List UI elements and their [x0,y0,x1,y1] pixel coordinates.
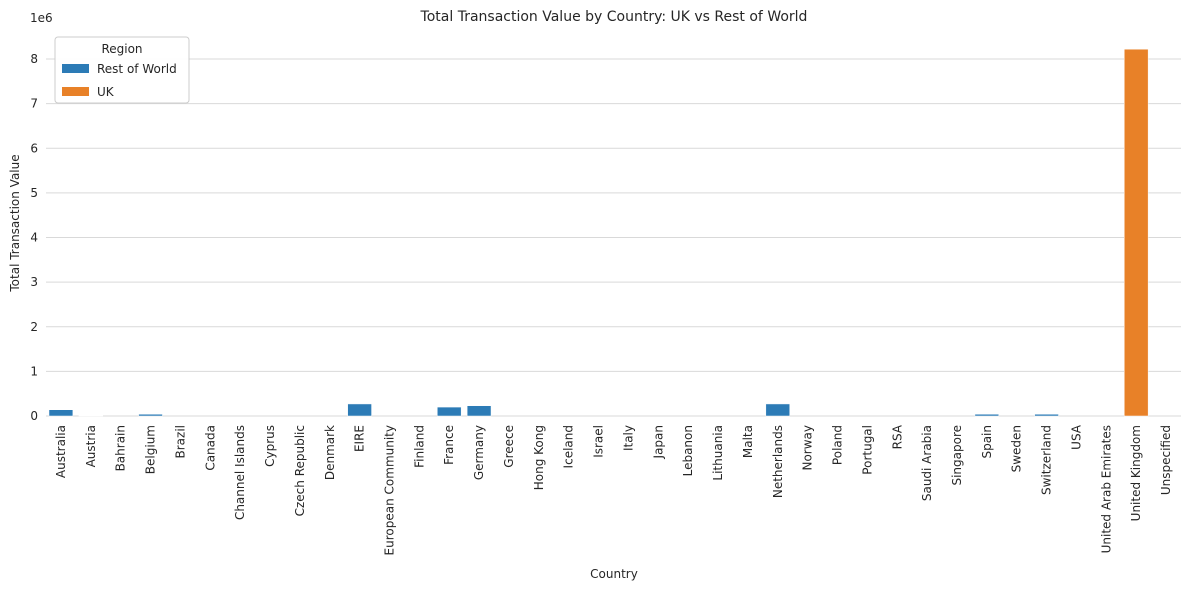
x-tick-label: Iceland [562,425,576,468]
y-tick-labels: 0 1 2 3 4 5 6 7 8 [30,52,38,423]
x-tick-label: Israel [592,425,606,458]
bar-australia [48,409,74,417]
bar-germany [466,405,492,417]
legend-swatch-rest-of-world [62,64,89,73]
bar-netherlands [765,403,790,417]
bar-united-kingdom [1124,48,1149,417]
x-tick-label: Lebanon [681,425,695,476]
x-tick-label: Germany [472,425,486,480]
x-tick-label: Italy [621,425,635,451]
x-tick-label: Netherlands [771,425,785,498]
x-tick-label: Singapore [950,425,964,486]
x-tick-label: Spain [980,425,994,459]
x-axis-title: Country [590,567,638,581]
bar-eire [347,403,372,417]
legend: Region Rest of World UK [54,36,190,104]
x-tick-label: Austria [84,425,98,467]
x-tick-label: Cyprus [263,425,277,467]
y-tick-label: 4 [30,231,38,245]
y-tick-label: 7 [30,97,38,111]
y-tick-label: 1 [30,364,38,378]
y-tick-label: 2 [30,320,38,334]
x-tick-label: Czech Republic [293,425,307,516]
x-tick-label: Bahrain [114,425,128,471]
chart-title: Total Transaction Value by Country: UK v… [420,9,808,25]
x-tick-label: France [442,425,456,465]
bar-spain [974,413,1000,417]
bar-france [437,406,462,417]
x-tick-label: Brazil [173,425,187,459]
x-tick-label: Denmark [323,425,337,480]
x-tick-label: Finland [412,425,426,468]
x-tick-label: Australia [54,425,68,478]
x-tick-label: Unspecified [1159,425,1173,495]
bars [48,48,1149,417]
y-tick-label: 0 [30,409,38,423]
x-tick-label: Portugal [860,425,874,475]
plot-background [46,30,1181,416]
x-tick-label: Switzerland [1040,425,1054,495]
x-tick-label: Malta [741,425,755,458]
x-tick-label: United Kingdom [1129,425,1143,521]
x-tick-label: Saudi Arabia [920,425,934,501]
x-tick-label: Japan [651,425,665,459]
y-scale-label: 1e6 [30,11,53,25]
x-tick-label: European Community [382,425,396,555]
x-tick-label: Lithuania [711,425,725,481]
x-tick-label: Poland [831,425,845,465]
y-tick-label: 6 [30,141,38,155]
y-tick-label: 3 [30,275,38,289]
x-tick-label: EIRE [353,425,367,452]
x-tick-label: United Arab Emirates [1099,425,1113,553]
legend-title: Region [101,42,142,56]
x-tick-label: RSA [890,424,904,449]
x-tick-labels: Australia Austria Bahrain Belgium Brazil Cana… [54,424,1173,555]
bar-belgium [138,413,163,417]
y-tick-label: 8 [30,52,38,66]
x-tick-label: Greece [502,425,516,468]
x-tick-label: USA [1069,424,1083,450]
legend-label-uk: UK [97,85,115,99]
legend-box [54,36,190,104]
y-tick-label: 5 [30,186,38,200]
legend-swatch-uk [62,87,89,96]
x-tick-label: Norway [801,425,815,471]
x-tick-label: Hong Kong [532,425,546,490]
bar-switzerland [1034,413,1059,417]
x-tick-label: Canada [203,425,217,471]
legend-label-rest-of-world: Rest of World [97,62,177,76]
x-tick-label: Channel Islands [233,425,247,520]
y-axis-title: Total Transaction Value [8,154,22,292]
x-tick-label: Belgium [144,425,158,474]
grid-lines [46,58,1181,417]
x-tick-label: Sweden [1010,425,1024,472]
